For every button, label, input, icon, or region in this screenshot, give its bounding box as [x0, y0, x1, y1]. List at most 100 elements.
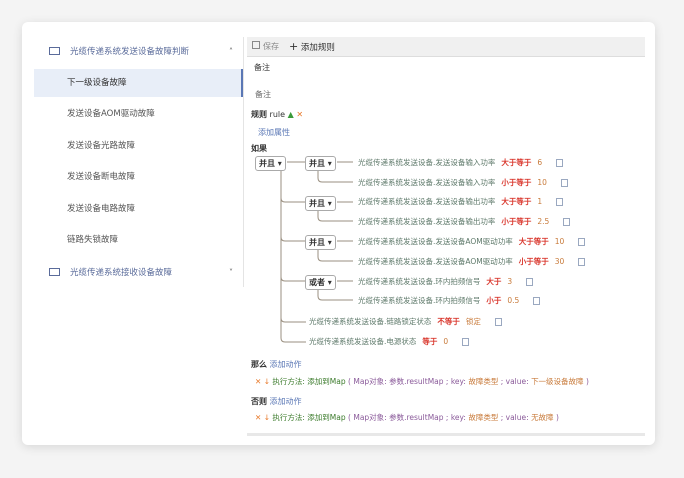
if-label: 如果	[251, 144, 267, 153]
condition-operator[interactable]: 大于等于	[501, 158, 532, 167]
trash-icon[interactable]	[462, 338, 470, 346]
trash-icon[interactable]	[556, 159, 564, 167]
condition-field[interactable]: 光缆传递系统发送设备.环内拍频信号	[358, 277, 481, 286]
trash-icon[interactable]	[494, 318, 502, 326]
condition-value[interactable]: 6	[537, 158, 543, 167]
condition-field[interactable]: 光缆传递系统发送设备.发送设备输入功率	[358, 158, 496, 167]
condition-field[interactable]: 光缆传递系统发送设备.环内拍频信号	[358, 296, 481, 305]
add-action-link[interactable]: 添加动作	[269, 360, 302, 369]
sidebar-item-aom[interactable]: 发送设备AOM驱动故障	[67, 109, 155, 119]
condition-field[interactable]: 光缆传递系统发送设备.发送设备输出功率	[358, 217, 496, 226]
condition-value[interactable]: 3	[507, 277, 513, 286]
remark-value[interactable]: 备注	[255, 90, 271, 99]
condition-operator[interactable]: 大于	[486, 277, 502, 286]
condition-value[interactable]: 锁定	[465, 317, 481, 326]
trash-icon[interactable]	[526, 278, 534, 286]
condition-field[interactable]: 光缆传递系统发送设备.发送设备AOM驱动功率	[358, 237, 513, 246]
map-value[interactable]: 参数.resultMap	[389, 377, 444, 386]
action-method[interactable]: 执行方法: 添加到Map	[272, 413, 346, 422]
save-button[interactable]: 保存	[252, 41, 279, 52]
group-logic-dropdown[interactable]: 或者 ▾	[305, 275, 336, 290]
caret-down-icon: ▾	[327, 159, 332, 168]
condition-field[interactable]: 光缆传递系统发送设备.发送设备输出功率	[358, 197, 496, 206]
condition-row: 光缆传递系统发送设备.发送设备AOM驱动功率 小于等于 30	[358, 256, 591, 267]
toolbar: 保存 + 添加规则	[247, 37, 645, 57]
key-value[interactable]: 故障类型	[468, 377, 499, 386]
condition-field[interactable]: 光缆传递系统发送设备.电源状态	[309, 337, 417, 346]
tree-icon[interactable]: ▲	[287, 110, 294, 119]
paren: (	[348, 377, 351, 386]
sidebar-item-link-unlock[interactable]: 链路失锁故障	[67, 235, 119, 245]
condition-row: 光缆传递系统发送设备.发送设备输出功率 小于等于 2.5	[358, 216, 576, 227]
else-action: ✕ ↓ 执行方法: 添加到Map ( Map对象: 参数.resultMap ;…	[255, 412, 559, 423]
group-logic-label: 并且	[309, 159, 325, 168]
tree-connectors	[280, 161, 353, 343]
condition-operator[interactable]: 等于	[422, 337, 438, 346]
condition-value[interactable]: 0.5	[507, 296, 520, 305]
arrow-down-icon[interactable]: ↓	[263, 413, 270, 422]
condition-row: 光缆传递系统发送设备.发送设备输入功率 小于等于 10	[358, 177, 574, 188]
condition-operator[interactable]: 大于等于	[518, 237, 549, 246]
sidebar-group-receive[interactable]: 光缆传递系统接收设备故障 ˅	[34, 260, 243, 284]
group-logic-dropdown[interactable]: 并且 ▾	[305, 156, 336, 171]
caret-down-icon: ▾	[327, 238, 332, 247]
condition-operator[interactable]: 小于等于	[501, 178, 532, 187]
condition-field[interactable]: 光缆传递系统发送设备.链路锁定状态	[309, 317, 432, 326]
condition-operator[interactable]: 小于等于	[518, 257, 549, 266]
condition-value[interactable]: 1	[537, 197, 543, 206]
trash-icon[interactable]	[563, 218, 571, 226]
caret-down-icon: ▾	[277, 159, 282, 168]
root-logic-dropdown[interactable]: 并且 ▾	[255, 156, 286, 171]
sidebar-item-power-off[interactable]: 发送设备断电故障	[67, 172, 136, 182]
condition-value[interactable]: 2.5	[537, 217, 550, 226]
else-header: 否则 添加动作	[251, 396, 302, 407]
key-value[interactable]: 故障类型	[468, 413, 499, 422]
delete-icon[interactable]: ✕	[255, 377, 262, 386]
condition-row: 光缆传递系统发送设备.链路锁定状态 不等于 锁定	[309, 316, 508, 327]
condition-value[interactable]: 10	[554, 237, 565, 246]
then-header: 那么 添加动作	[251, 359, 302, 370]
trash-icon[interactable]	[578, 238, 586, 246]
rule-name: rule	[269, 110, 286, 119]
action-method[interactable]: 执行方法: 添加到Map	[272, 377, 346, 386]
rule-label: 规则	[251, 110, 267, 119]
sidebar-item-optical[interactable]: 发送设备光路故障	[67, 141, 136, 151]
map-value[interactable]: 参数.resultMap	[389, 413, 444, 422]
condition-field[interactable]: 光缆传递系统发送设备.发送设备输入功率	[358, 178, 496, 187]
delete-icon[interactable]: ✕	[296, 110, 304, 119]
add-attribute-link[interactable]: 添加属性	[258, 128, 290, 137]
condition-row: 光缆传递系统发送设备.发送设备输入功率 大于等于 6	[358, 157, 569, 168]
condition-operator[interactable]: 小于等于	[501, 217, 532, 226]
mail-icon	[49, 268, 60, 276]
condition-operator[interactable]: 不等于	[437, 317, 460, 326]
condition-value[interactable]: 10	[537, 178, 547, 187]
value-value[interactable]: 下一级设备故障	[531, 377, 584, 386]
condition-operator[interactable]: 大于等于	[501, 197, 532, 206]
sidebar-group-send[interactable]: 光缆传递系统发送设备故障判断 ˄	[34, 39, 243, 63]
group-logic-dropdown[interactable]: 并且 ▾	[305, 235, 336, 250]
condition-value[interactable]: 0	[443, 337, 449, 346]
value-value[interactable]: 无故障	[531, 413, 554, 422]
mail-icon	[49, 47, 60, 55]
root-logic-label: 并且	[259, 159, 275, 168]
condition-value[interactable]: 30	[554, 257, 565, 266]
trash-icon[interactable]	[556, 198, 564, 206]
condition-field[interactable]: 光缆传递系统发送设备.发送设备AOM驱动功率	[358, 257, 513, 266]
chevron-up-icon[interactable]: ˄	[229, 46, 233, 56]
trash-icon[interactable]	[533, 297, 541, 305]
trash-icon[interactable]	[578, 258, 586, 266]
horizontal-scrollbar[interactable]	[247, 433, 645, 436]
chevron-down-icon[interactable]: ˅	[229, 267, 233, 277]
add-rule-button[interactable]: + 添加规则	[289, 40, 335, 53]
sidebar-item-circuit[interactable]: 发送设备电路故障	[67, 204, 136, 214]
sidebar-item-next-level[interactable]: 下一级设备故障	[34, 69, 243, 97]
group-logic-dropdown[interactable]: 并且 ▾	[305, 196, 336, 211]
add-action-link[interactable]: 添加动作	[269, 397, 302, 406]
trash-icon[interactable]	[560, 179, 568, 187]
remark-label: 备注	[254, 63, 270, 72]
rule-editor-card: 光缆传递系统发送设备故障判断 ˄ 下一级设备故障 发送设备AOM驱动故障 发送设…	[22, 22, 655, 445]
save-icon	[252, 41, 260, 49]
delete-icon[interactable]: ✕	[255, 413, 262, 422]
condition-operator[interactable]: 小于	[486, 296, 502, 305]
arrow-down-icon[interactable]: ↓	[263, 377, 270, 386]
